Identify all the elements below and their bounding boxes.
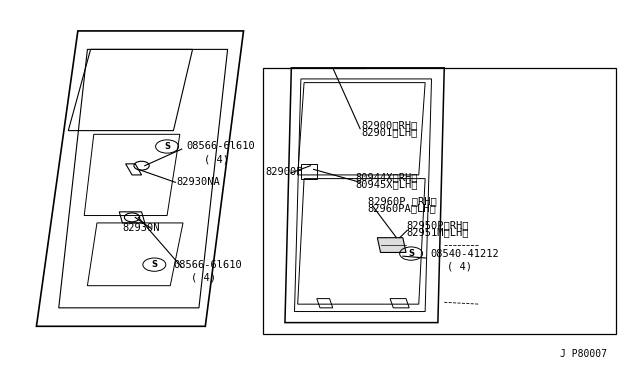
Text: 08566-6l610: 08566-6l610 [173,260,242,270]
Text: 08566-6l610: 08566-6l610 [186,141,255,151]
Text: S: S [164,142,170,151]
Text: J P80007: J P80007 [560,349,607,359]
Text: 82930NA: 82930NA [177,177,220,187]
Text: 82930N: 82930N [122,224,160,234]
Bar [262,68,616,334]
Text: 82950P《RH》: 82950P《RH》 [406,220,468,230]
Text: 82951M《LH》: 82951M《LH》 [406,227,468,237]
Text: 08540-41212: 08540-41212 [430,248,499,259]
Text: ( 4): ( 4) [191,273,216,283]
Text: 82900《RH》: 82900《RH》 [362,120,418,130]
Text: 80944X《RH》: 80944X《RH》 [355,172,417,182]
Text: ( 4): ( 4) [447,262,472,272]
Text: 80945X《LH》: 80945X《LH》 [355,179,417,189]
Polygon shape [378,238,406,253]
Text: S: S [408,249,414,258]
Text: 82960PA《LH》: 82960PA《LH》 [368,203,436,213]
Text: ( 4): ( 4) [204,154,229,164]
Text: 82901《LH》: 82901《LH》 [362,128,418,138]
Text: 82960P 《RH》: 82960P 《RH》 [368,196,436,206]
Text: S: S [151,260,157,269]
Text: 82900F: 82900F [266,167,303,177]
